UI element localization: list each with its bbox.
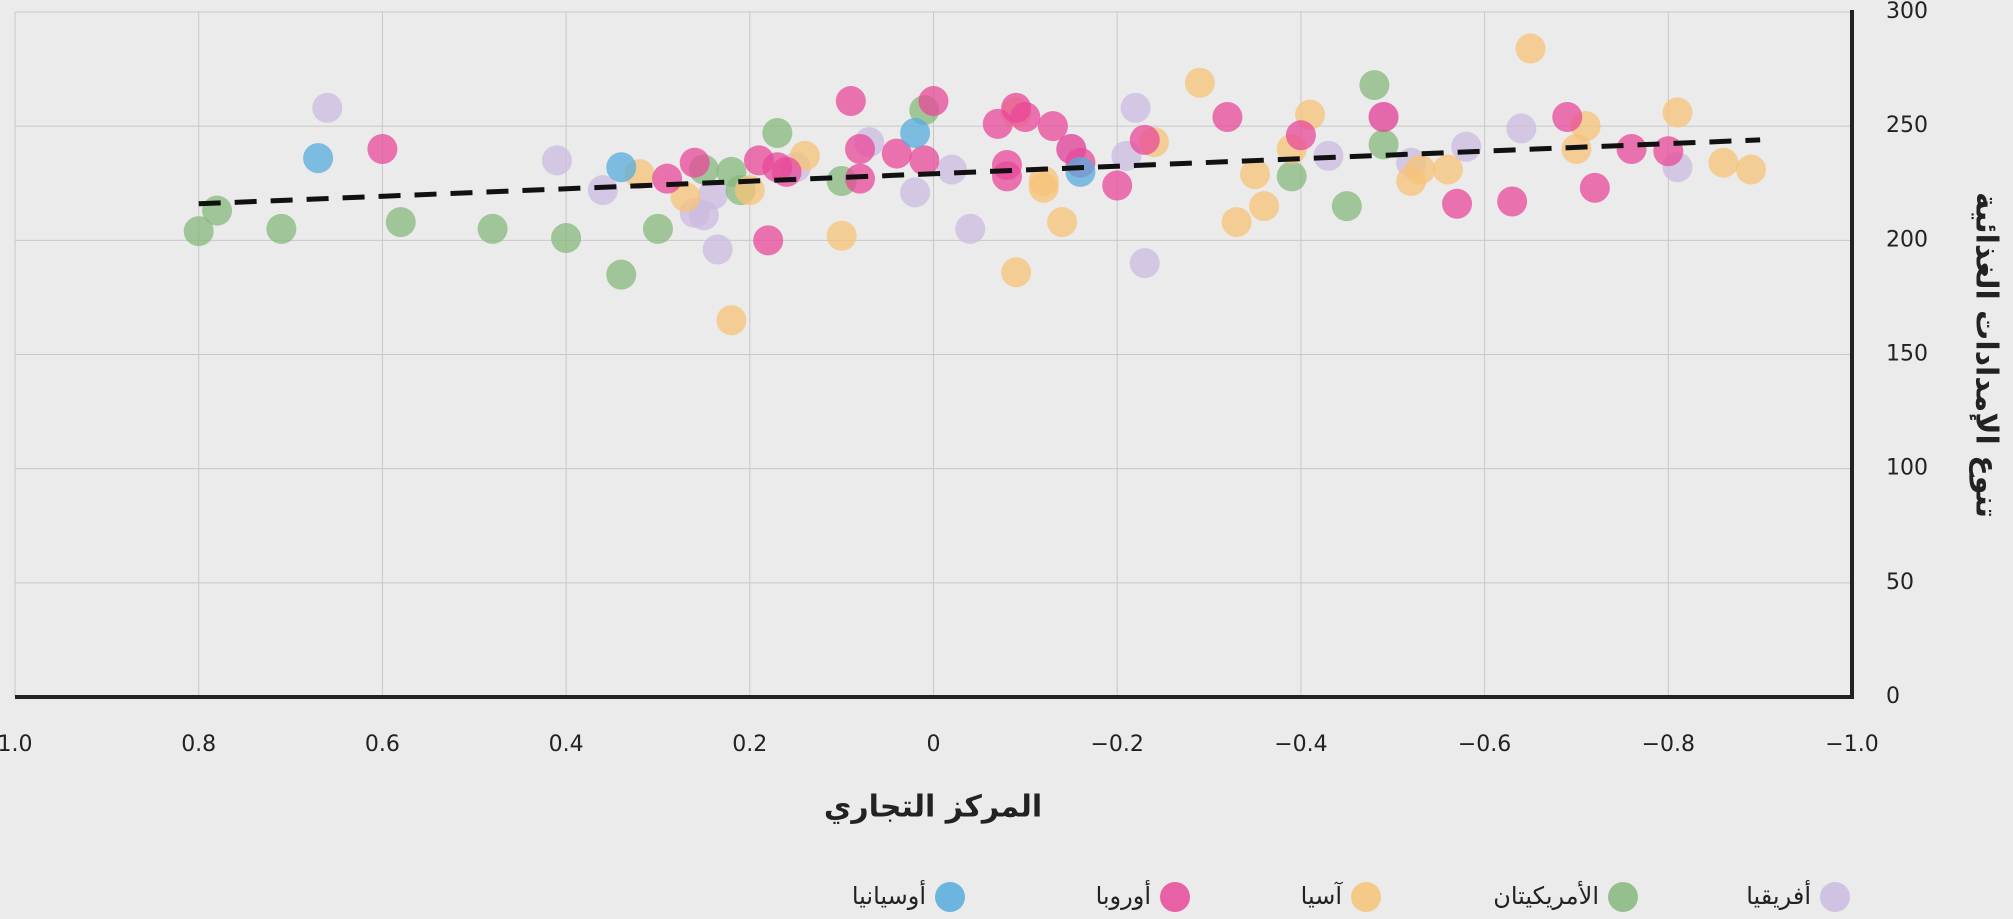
scatter-point: [312, 92, 343, 123]
scatter-point: [991, 161, 1022, 192]
scatter-point: [367, 134, 398, 164]
scatter-point: [1285, 120, 1316, 151]
scatter-point: [642, 213, 673, 244]
legend-marker: [1160, 882, 1190, 912]
legend-marker: [1608, 882, 1638, 912]
scatter-point: [1662, 97, 1693, 128]
x-tick-label: −1.0: [1825, 732, 1878, 757]
scatter-point: [1616, 134, 1647, 164]
scatter-point: [835, 86, 866, 117]
scatter-point: [541, 145, 572, 176]
scatter-point: [1506, 113, 1537, 144]
scatter-point: [1047, 207, 1078, 238]
legend-label: أوسيانيا: [852, 880, 926, 910]
scatter-point: [477, 213, 508, 244]
x-tick-label: 1.0: [0, 732, 33, 757]
legend-label: الأمريكيتان: [1493, 881, 1599, 910]
scatter-point: [918, 86, 949, 117]
scatter-point: [881, 138, 912, 169]
trend-line: [198, 137, 1761, 207]
y-axis-title: تنوع الإمدادات الغذائية: [1969, 192, 2004, 518]
x-tick-label: 0.8: [181, 732, 216, 757]
scatter-point: [1249, 191, 1280, 222]
scatter-point: [936, 154, 967, 185]
scatter-point: [1368, 102, 1399, 133]
scatter-point: [1497, 186, 1528, 217]
x-axis-title: المركز التجاري: [824, 790, 1042, 825]
scatter-point: [1129, 124, 1160, 155]
scatter-point: [1010, 102, 1041, 133]
scatter-point: [1442, 188, 1473, 219]
scatter-point: [183, 216, 214, 247]
scatter-point: [587, 175, 618, 206]
scatter-point: [1239, 159, 1270, 190]
x-tick-label: 0.6: [365, 732, 400, 757]
scatter-point: [909, 145, 940, 176]
x-tick-label: 0.4: [549, 732, 584, 757]
scatter-point: [1735, 154, 1766, 185]
scatter-point: [762, 118, 793, 149]
scatter-point: [1037, 111, 1068, 142]
x-tick-label: −0.6: [1458, 732, 1511, 757]
x-tick-label: −0.4: [1274, 732, 1327, 757]
legend-label: أوروبا: [1096, 880, 1151, 910]
scatter-point: [1579, 172, 1610, 203]
scatter-point: [303, 143, 334, 174]
scatter-point: [606, 152, 637, 183]
scatter-point: [385, 207, 416, 238]
scatter-point: [716, 305, 747, 336]
legend-marker: [935, 882, 965, 912]
scatter-point: [1221, 207, 1252, 238]
scatter-point: [1028, 172, 1059, 203]
scatter-point: [753, 225, 784, 256]
legend-marker: [1351, 882, 1381, 912]
scatter-point: [551, 223, 582, 254]
legend-label: أفريقيا: [1746, 880, 1811, 910]
scatter-point: [1359, 70, 1390, 101]
scatter-point: [1212, 102, 1243, 133]
scatter-point: [266, 213, 297, 244]
scatter-point: [1129, 248, 1160, 279]
scatter-point: [652, 163, 683, 194]
legend-marker: [1820, 882, 1850, 912]
scatter-point: [1432, 154, 1463, 185]
scatter-point: [1331, 191, 1362, 222]
scatter-point: [1368, 129, 1399, 160]
x-tick-label: 0: [927, 732, 941, 757]
x-tick-label: 0.2: [732, 732, 767, 757]
scatter-point: [606, 259, 637, 290]
y-tick-label: 200: [1886, 227, 1928, 252]
scatter-point: [845, 134, 876, 164]
scatter-point: [1276, 161, 1307, 192]
y-tick-label: 100: [1886, 456, 1928, 481]
scatter-point: [900, 118, 931, 149]
scatter-point: [1405, 154, 1436, 185]
legend-label: آسيا: [1301, 881, 1344, 910]
scatter-point: [698, 179, 729, 210]
scatter-point: [702, 234, 733, 265]
scatter-point: [1102, 170, 1133, 201]
scatter-point: [202, 195, 233, 226]
scatter-point: [900, 177, 931, 208]
y-tick-label: 250: [1886, 113, 1928, 138]
x-tick-label: −0.2: [1090, 732, 1143, 757]
y-tick-label: 150: [1886, 342, 1928, 367]
scatter-point: [679, 147, 710, 178]
scatter-point: [826, 220, 857, 251]
scatter-point: [1001, 257, 1032, 288]
scatter-point: [1552, 102, 1583, 133]
scatter-point: [1515, 33, 1546, 64]
scatter-point: [1120, 92, 1151, 123]
scatter-point: [1184, 67, 1215, 98]
x-tick-label: −0.8: [1642, 732, 1695, 757]
y-tick-label: 0: [1886, 684, 1900, 709]
scatter-point: [670, 181, 701, 212]
scatter-point: [1065, 156, 1096, 187]
y-tick-label: 300: [1886, 0, 1928, 24]
scatter-point: [1708, 147, 1739, 178]
y-tick-label: 50: [1886, 570, 1914, 595]
scatter-point: [955, 213, 986, 244]
